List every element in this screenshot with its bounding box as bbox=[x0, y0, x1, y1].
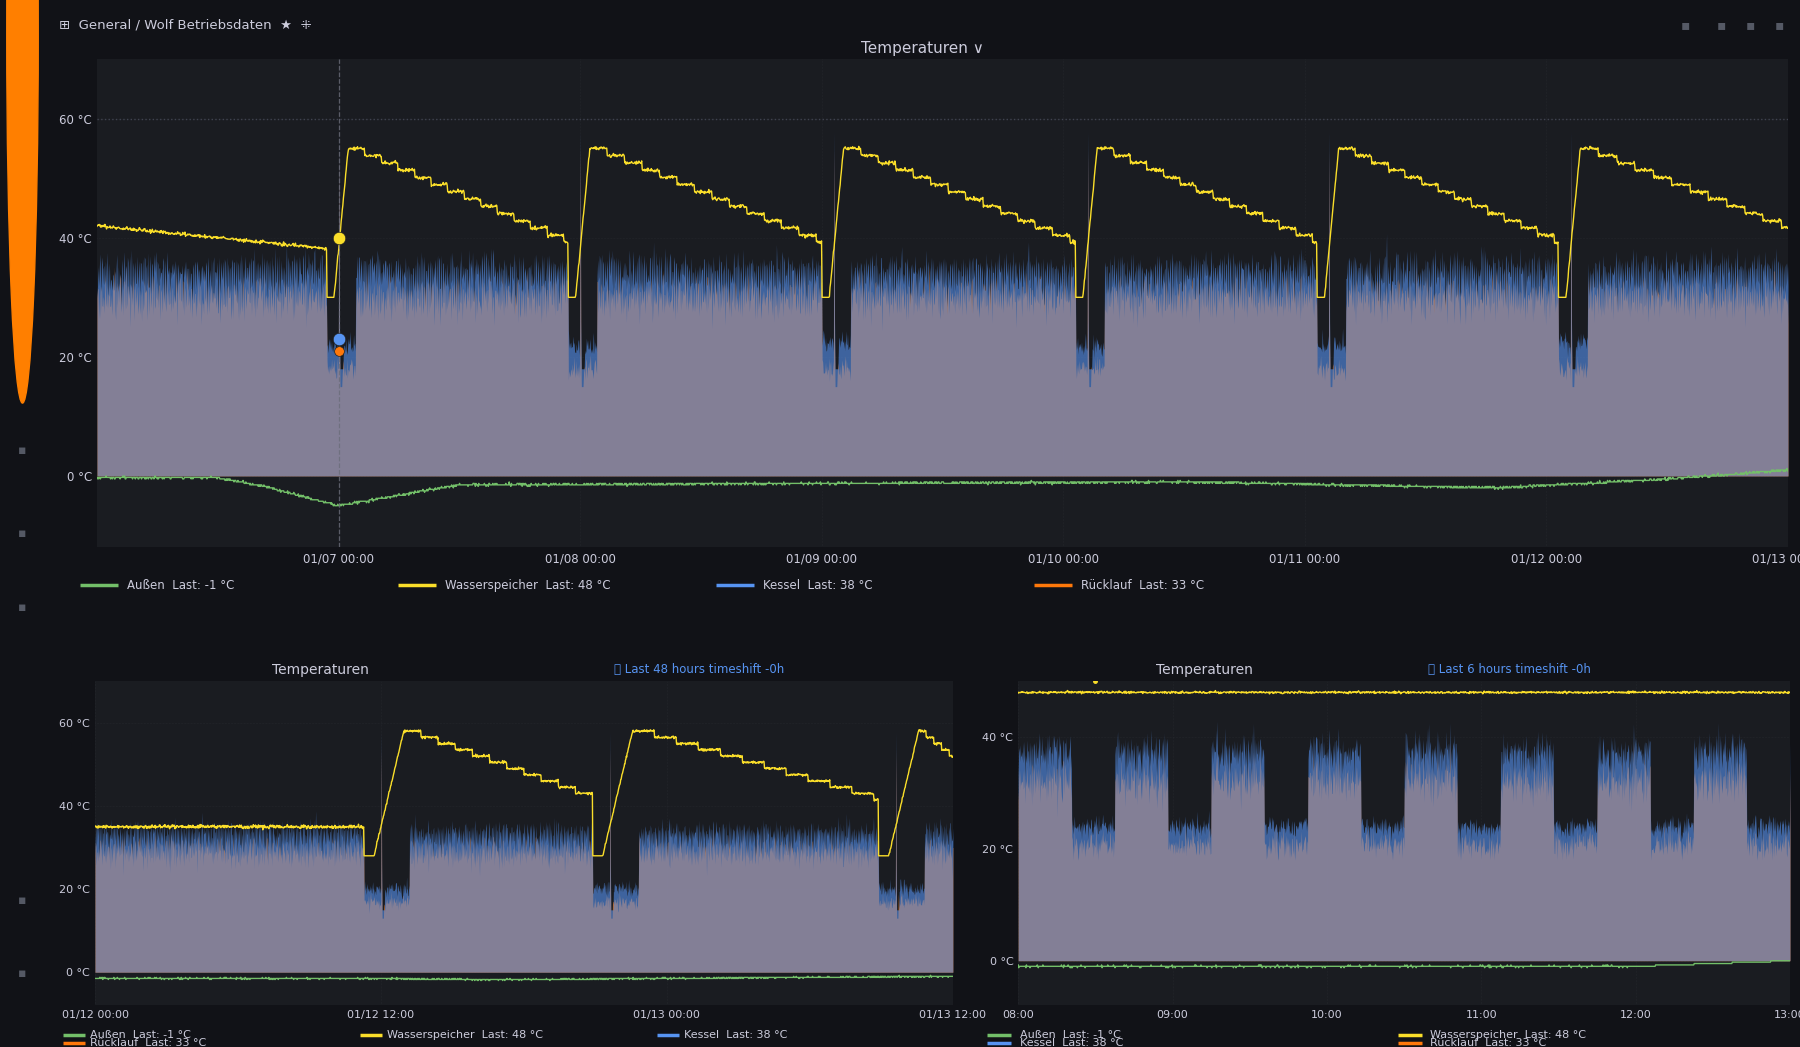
Text: Kessel  Last: 38 °C: Kessel Last: 38 °C bbox=[763, 579, 873, 592]
Text: ▪: ▪ bbox=[1775, 18, 1784, 32]
Text: Außen  Last: -1 °C: Außen Last: -1 °C bbox=[90, 1029, 191, 1040]
Text: Kessel  Last: 38 °C: Kessel Last: 38 °C bbox=[1019, 1039, 1123, 1047]
Text: ⊞  General / Wolf Betriebsdaten  ★  ⁜: ⊞ General / Wolf Betriebsdaten ★ ⁜ bbox=[59, 19, 311, 31]
Text: ▪: ▪ bbox=[18, 360, 27, 373]
Text: ⓘ Last 6 hours timeshift -0h: ⓘ Last 6 hours timeshift -0h bbox=[1427, 663, 1591, 676]
Text: Temperaturen ∨: Temperaturen ∨ bbox=[860, 41, 985, 57]
Text: ⓘ Last 48 hours timeshift -0h: ⓘ Last 48 hours timeshift -0h bbox=[614, 663, 785, 676]
Text: ▪: ▪ bbox=[18, 601, 27, 614]
Text: Kessel  Last: 38 °C: Kessel Last: 38 °C bbox=[684, 1029, 787, 1040]
Text: Wasserspeicher  Last: 48 °C: Wasserspeicher Last: 48 °C bbox=[445, 579, 610, 592]
Text: Wasserspeicher  Last: 48 °C: Wasserspeicher Last: 48 °C bbox=[387, 1029, 544, 1040]
Text: ▪: ▪ bbox=[18, 444, 27, 456]
Text: Temperaturen: Temperaturen bbox=[1156, 663, 1253, 677]
Text: ▪: ▪ bbox=[18, 894, 27, 907]
Text: ▪: ▪ bbox=[18, 119, 27, 132]
Text: Temperaturen: Temperaturen bbox=[272, 663, 369, 677]
Text: ▪: ▪ bbox=[18, 967, 27, 980]
Text: Wasserspeicher  Last: 48 °C: Wasserspeicher Last: 48 °C bbox=[1431, 1029, 1586, 1040]
Text: Rücklauf  Last: 33 °C: Rücklauf Last: 33 °C bbox=[1431, 1039, 1546, 1047]
Text: ▪: ▪ bbox=[1746, 18, 1755, 32]
Text: Außen  Last: -1 °C: Außen Last: -1 °C bbox=[126, 579, 234, 592]
Text: Außen  Last: -1 °C: Außen Last: -1 °C bbox=[1019, 1029, 1121, 1040]
Text: Rücklauf  Last: 33 °C: Rücklauf Last: 33 °C bbox=[90, 1039, 207, 1047]
Text: ▪: ▪ bbox=[1681, 18, 1690, 32]
Text: ▪: ▪ bbox=[18, 203, 27, 216]
Text: ▪: ▪ bbox=[18, 276, 27, 289]
Text: ▪: ▪ bbox=[1717, 18, 1726, 32]
Text: Rücklauf  Last: 33 °C: Rücklauf Last: 33 °C bbox=[1080, 579, 1204, 592]
Text: ▪: ▪ bbox=[18, 528, 27, 540]
Circle shape bbox=[7, 0, 38, 403]
